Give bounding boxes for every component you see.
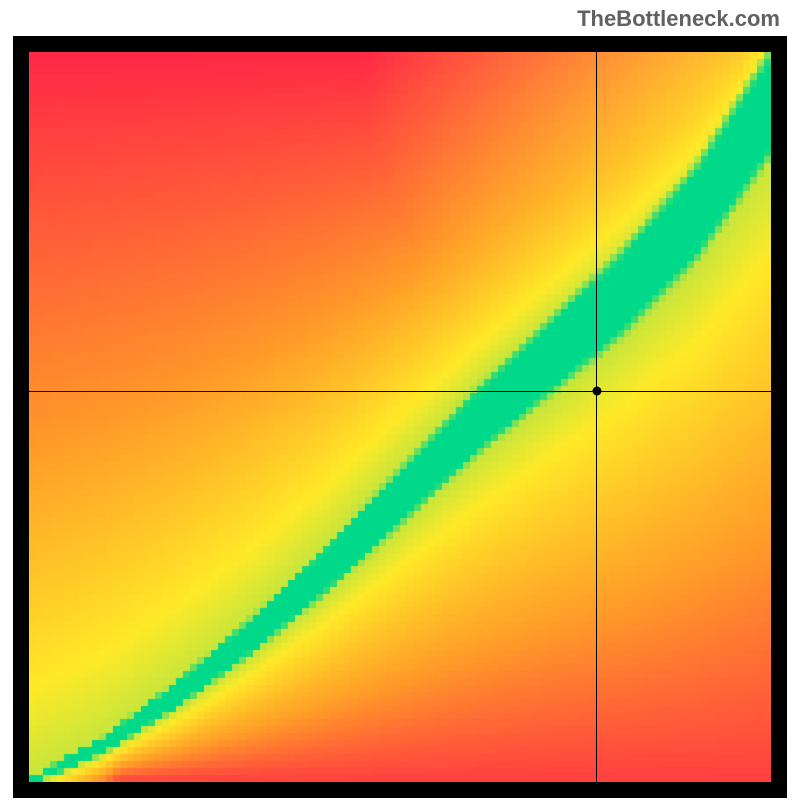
heatmap-canvas: [29, 52, 771, 782]
crosshair-marker: [592, 387, 601, 396]
crosshair-horizontal: [29, 391, 771, 392]
crosshair-vertical: [596, 52, 597, 782]
watermark-text: TheBottleneck.com: [577, 6, 780, 32]
